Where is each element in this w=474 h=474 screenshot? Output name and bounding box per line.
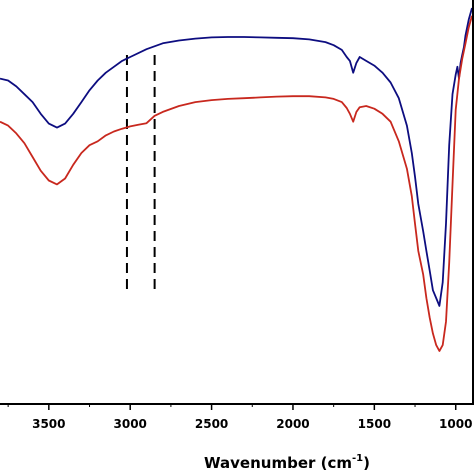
x-tick-label-3000: 3000 — [114, 417, 147, 431]
x-tick-label-2500: 2500 — [195, 417, 228, 431]
x-axis-title: Wavenumber (cm-1) — [204, 453, 370, 472]
x-axis-title-superscript: -1 — [352, 453, 363, 464]
x-tick-label-2000: 2000 — [276, 417, 309, 431]
spectrum-line-1 — [0, 7, 473, 307]
x-tick-label-1000: 1000 — [439, 417, 472, 431]
spectrum-line-2 — [0, 15, 473, 352]
axes — [0, 0, 474, 405]
plot-marks — [0, 7, 473, 352]
x-tick-label-1500: 1500 — [358, 417, 391, 431]
x-ticks: 3500 3000 2500 2000 1500 1000 — [7, 404, 472, 431]
x-tick-label-3500: 3500 — [32, 417, 65, 431]
